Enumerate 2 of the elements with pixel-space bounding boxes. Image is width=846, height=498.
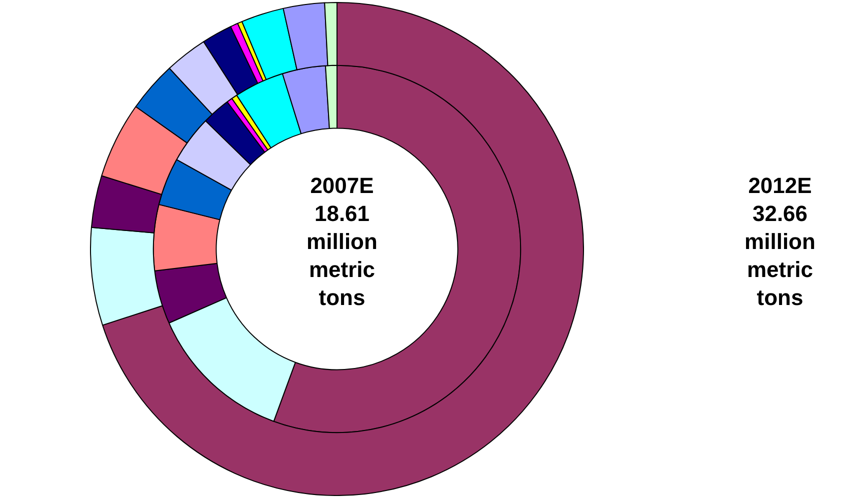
text: 2007E 18.61 million metric tons: [306, 172, 378, 312]
text: 2012E 32.66 million metric tons: [744, 172, 816, 312]
